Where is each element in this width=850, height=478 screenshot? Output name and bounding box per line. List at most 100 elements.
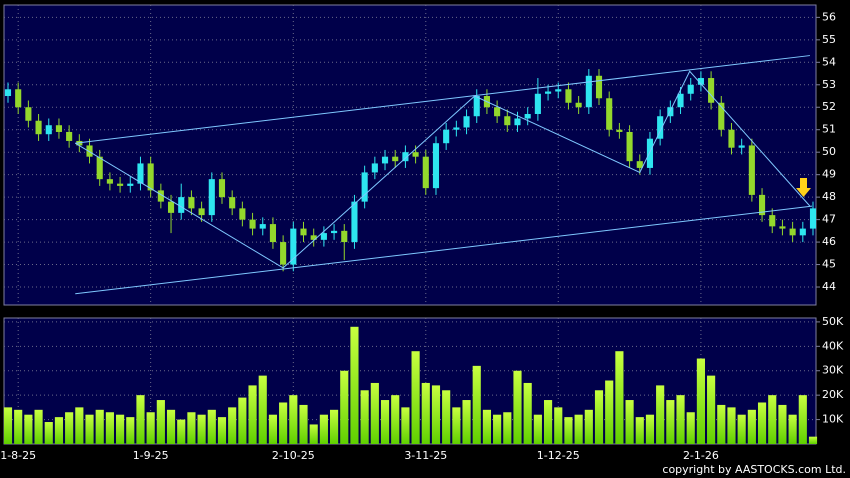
candle-body (4, 89, 12, 97)
candle-body (799, 228, 806, 236)
volume-bar (350, 326, 359, 444)
volume-bar (217, 417, 227, 444)
volume-bar (330, 409, 339, 444)
volume-bar (116, 414, 125, 444)
x-tick-label: 1-9-25 (133, 449, 169, 462)
candle-body (667, 107, 674, 117)
volume-bar (34, 409, 43, 444)
candle-body (96, 156, 103, 180)
candle-body (432, 143, 440, 189)
candle-body (280, 242, 287, 265)
volume-bar (757, 402, 767, 444)
candle-body (15, 89, 22, 108)
candle-body (677, 93, 684, 108)
volume-bar (808, 436, 818, 444)
volume-bar (574, 414, 583, 444)
volume-bar (635, 417, 644, 444)
candle-body (524, 113, 531, 119)
candle-body (779, 226, 786, 229)
candle-body (331, 230, 338, 234)
volume-bar (584, 409, 593, 444)
volume-bar (462, 400, 471, 444)
trend-line (75, 55, 811, 144)
volume-bar (696, 358, 705, 444)
candle-body (25, 107, 32, 121)
y-tick-label: 45 (822, 258, 836, 271)
candle-body (320, 233, 327, 240)
candle-body (758, 194, 766, 216)
volume-bar (656, 385, 665, 444)
candle-body (218, 179, 226, 198)
volume-bar (268, 414, 278, 444)
candle-body (157, 190, 164, 202)
candle-body (585, 75, 592, 108)
candle-body (310, 235, 317, 240)
candle-body (769, 215, 776, 227)
volume-bar (554, 407, 563, 444)
y-tick-label: 50 (822, 145, 836, 158)
candle-body (575, 102, 582, 108)
candle-body (402, 152, 409, 162)
y-tick-label: 20K (822, 388, 844, 401)
candle-body (198, 208, 205, 216)
volume-bar (594, 390, 604, 444)
candle-body (453, 127, 460, 130)
volume-bar (493, 414, 502, 444)
candle-body (697, 78, 704, 85)
candle-body (687, 84, 694, 94)
volume-bar (44, 422, 53, 444)
arrow-marker (796, 178, 811, 197)
x-tick-label: 3-11-25 (404, 449, 447, 462)
x-tick-label: 1-12-25 (537, 449, 580, 462)
volume-bar (126, 417, 135, 444)
candle-body (718, 102, 725, 130)
candle-body (392, 156, 399, 162)
candle-body (728, 129, 735, 148)
trend-line (74, 70, 811, 269)
volume-bar (75, 407, 84, 444)
volume-bar (431, 385, 441, 444)
volume-bar (442, 390, 451, 444)
volume-bar (65, 412, 74, 444)
volume-bar (391, 395, 400, 444)
candle-body (361, 172, 368, 202)
volume-bar (54, 417, 64, 444)
volume-bar (513, 370, 522, 444)
candle-body (616, 129, 623, 132)
volume-bar (380, 400, 390, 444)
volume-bar (666, 400, 675, 444)
y-tick-label: 52 (822, 100, 836, 113)
candle-body (809, 208, 817, 229)
candle-body (66, 131, 73, 141)
volume-bar (279, 402, 288, 444)
volume-bar (146, 412, 155, 444)
y-tick-label: 49 (822, 168, 836, 181)
y-tick-label: 54 (822, 55, 836, 68)
price-panel (3, 4, 817, 306)
y-tick-label: 48 (822, 190, 836, 203)
x-tick-label: 2-1-26 (683, 449, 719, 462)
volume-bar (686, 412, 695, 444)
volume-bar (24, 414, 33, 444)
volume-bar (615, 351, 624, 444)
candle-body (636, 161, 643, 168)
volume-bar (238, 397, 247, 444)
volume-bar (370, 382, 379, 444)
volume-bar (105, 412, 114, 444)
candle-body (463, 116, 470, 128)
y-tick-label: 50K (822, 315, 844, 328)
candle-body (595, 75, 603, 99)
candle-body (127, 183, 134, 186)
volume-bar (166, 409, 176, 444)
candle-body (545, 91, 552, 94)
volume-bar (340, 370, 349, 444)
volume-bar (625, 400, 634, 444)
x-tick-label: 1-8-25 (0, 449, 36, 462)
volume-bar (421, 382, 430, 444)
volume-bar (645, 414, 655, 444)
volume-bar (309, 424, 318, 444)
volume-bar (197, 414, 206, 444)
candle-body (300, 228, 307, 236)
volume-bar (768, 395, 777, 444)
volume-bar (319, 414, 328, 444)
